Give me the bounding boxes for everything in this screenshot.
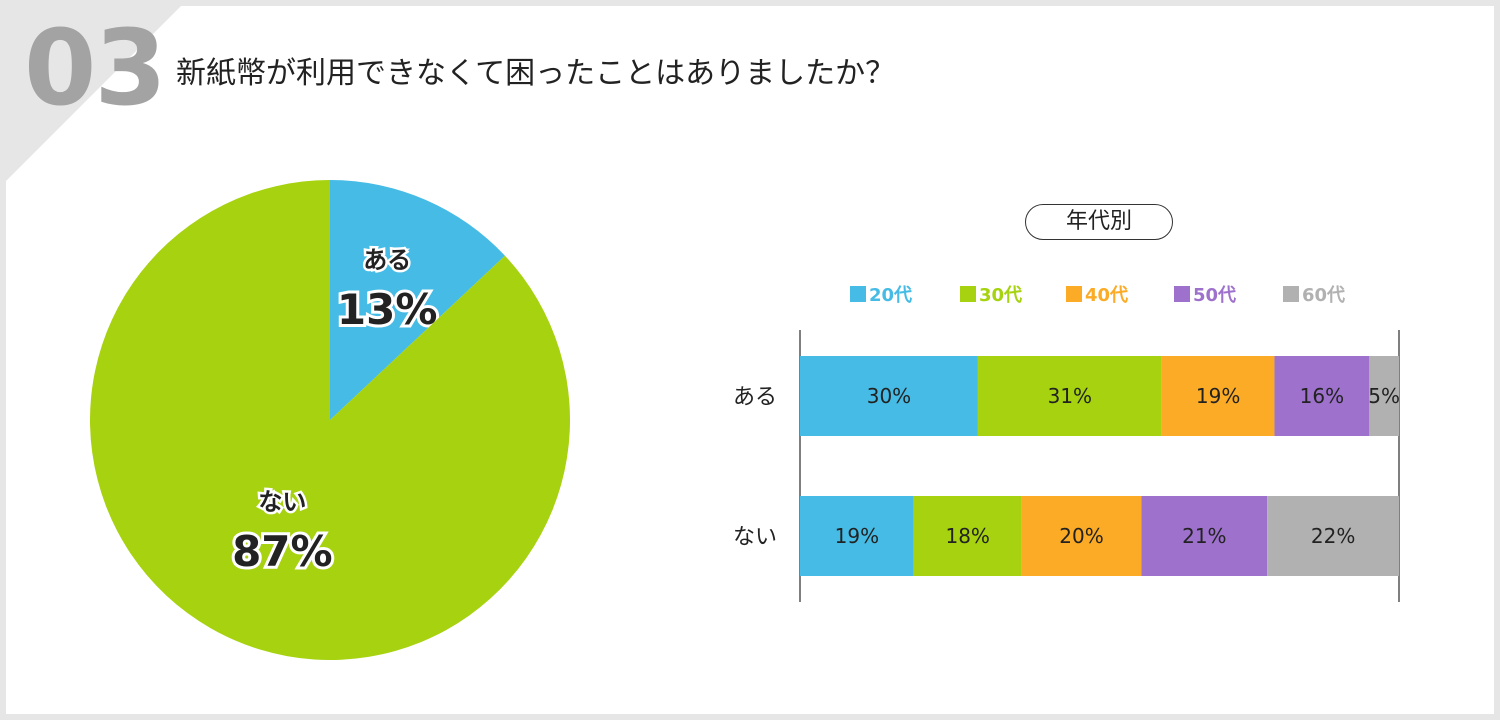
bar-value-label: 18%: [945, 524, 989, 548]
bar-segment-0-3: [1274, 356, 1370, 436]
bar-segment-1-0: [800, 496, 914, 576]
legend-swatch: [1283, 286, 1299, 302]
bar-segment-0-0: [800, 356, 978, 436]
bar-segment-1-3: [1141, 496, 1268, 576]
bar-value-label: 5%: [1368, 384, 1400, 408]
legend-item-0: 20代: [850, 285, 912, 306]
legend-item-1: 30代: [960, 285, 1022, 306]
bar-segment-1-2: [1021, 496, 1142, 576]
bar-value-label: 21%: [1182, 524, 1226, 548]
question-number: 03: [24, 7, 167, 129]
legend-label: 30代: [979, 285, 1022, 306]
bar-segment-0-1: [977, 356, 1162, 436]
bar-value-label: 30%: [867, 384, 911, 408]
bar-value-label: 22%: [1311, 524, 1355, 548]
category-label-1: ない: [733, 525, 777, 550]
pie-label-0: ある: [363, 246, 411, 274]
legend-label: 40代: [1085, 285, 1128, 306]
question-title: 新紙幣が利用できなくて困ったことはありましたか？: [176, 56, 896, 91]
legend-swatch: [1174, 286, 1190, 302]
legend-item-4: 60代: [1283, 285, 1345, 306]
category-label-0: ある: [733, 385, 777, 410]
pie-slice-0: [330, 180, 505, 420]
pie-label-1: ない: [258, 488, 306, 516]
bar-value-label: 20%: [1059, 524, 1103, 548]
bar-segment-1-4: [1267, 496, 1399, 576]
legend-item-3: 50代: [1174, 285, 1236, 306]
bar-value-label: 19%: [1196, 384, 1240, 408]
bar-segment-0-2: [1161, 356, 1275, 436]
breakdown-title: 年代別: [1025, 204, 1173, 240]
bar-value-label: 16%: [1300, 384, 1344, 408]
legend-swatch: [1066, 286, 1082, 302]
legend-label: 60代: [1302, 285, 1345, 306]
legend-label: 50代: [1193, 285, 1236, 306]
bar-value-label: 19%: [835, 524, 879, 548]
bar-value-label: 31%: [1048, 384, 1092, 408]
pie-value-1: 87%: [232, 527, 333, 576]
legend-swatch: [960, 286, 976, 302]
legend-item-2: 40代: [1066, 285, 1128, 306]
bar-segment-0-4: [1369, 356, 1399, 436]
bar-segment-1-1: [913, 496, 1022, 576]
pie-chart: ある 13% ない 87%: [90, 180, 571, 660]
legend-label: 20代: [869, 285, 912, 306]
legend-swatch: [850, 286, 866, 302]
pie-slice-1: [90, 180, 571, 660]
pie-value-0: 13%: [337, 285, 438, 334]
